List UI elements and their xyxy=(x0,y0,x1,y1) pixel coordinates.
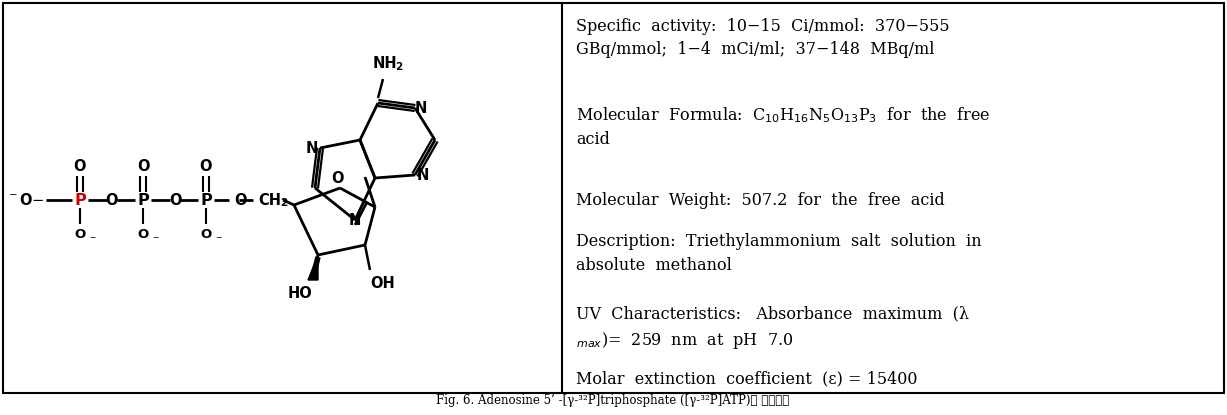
Text: OH: OH xyxy=(371,276,395,290)
Text: CH: CH xyxy=(258,193,281,208)
Text: Specific  activity:  10−15  Ci/mmol:  370−555
GBq/mmol;  1−4  mCi/ml;  37−148  M: Specific activity: 10−15 Ci/mmol: 370−55… xyxy=(575,18,950,59)
Text: N: N xyxy=(415,100,427,115)
Text: O: O xyxy=(234,193,247,208)
Polygon shape xyxy=(308,255,318,280)
Text: N: N xyxy=(306,141,318,156)
Text: O: O xyxy=(137,227,148,241)
Text: O: O xyxy=(75,227,86,241)
Text: Molar  extinction  coefficient  (ε) = 15400: Molar extinction coefficient (ε) = 15400 xyxy=(575,370,918,387)
Text: P: P xyxy=(137,193,148,208)
Text: Molecular  Formula:  C$_{10}$H$_{16}$N$_5$O$_{13}$P$_3$  for  the  free
acid: Molecular Formula: C$_{10}$H$_{16}$N$_5$… xyxy=(575,105,990,148)
Text: Fig. 6. Adenosine 5’ -[γ-³²P]triphosphate ([γ-³²P]ATP)의 화학구조: Fig. 6. Adenosine 5’ -[γ-³²P]triphosphat… xyxy=(437,393,790,407)
Text: O: O xyxy=(106,193,118,208)
Text: HO: HO xyxy=(287,286,313,300)
Text: $^-$: $^-$ xyxy=(151,235,161,245)
Text: UV  Characteristics:   Absorbance  maximum  (λ
$_{max}$)=  259  nm  at  pH  7.0: UV Characteristics: Absorbance maximum (… xyxy=(575,305,969,351)
Text: Description:  Triethylammonium  salt  solution  in
absolute  methanol: Description: Triethylammonium salt solut… xyxy=(575,233,982,273)
Text: $^-$O$-$: $^-$O$-$ xyxy=(6,192,44,208)
Text: $^-$: $^-$ xyxy=(213,235,223,245)
Text: N: N xyxy=(417,168,429,183)
Text: O: O xyxy=(200,227,211,241)
Text: O: O xyxy=(74,159,86,173)
Text: $^-$: $^-$ xyxy=(88,235,97,245)
Text: 2: 2 xyxy=(395,62,402,72)
Text: N: N xyxy=(348,212,361,227)
Text: O: O xyxy=(136,159,150,173)
Text: P: P xyxy=(74,193,86,208)
Text: O: O xyxy=(169,193,182,208)
Text: Molecular  Weight:  507.2  for  the  free  acid: Molecular Weight: 507.2 for the free aci… xyxy=(575,192,945,209)
Text: NH: NH xyxy=(373,56,398,71)
Text: O: O xyxy=(331,171,344,186)
Text: O: O xyxy=(200,159,212,173)
Text: 2: 2 xyxy=(280,198,287,208)
Text: P: P xyxy=(200,193,212,208)
